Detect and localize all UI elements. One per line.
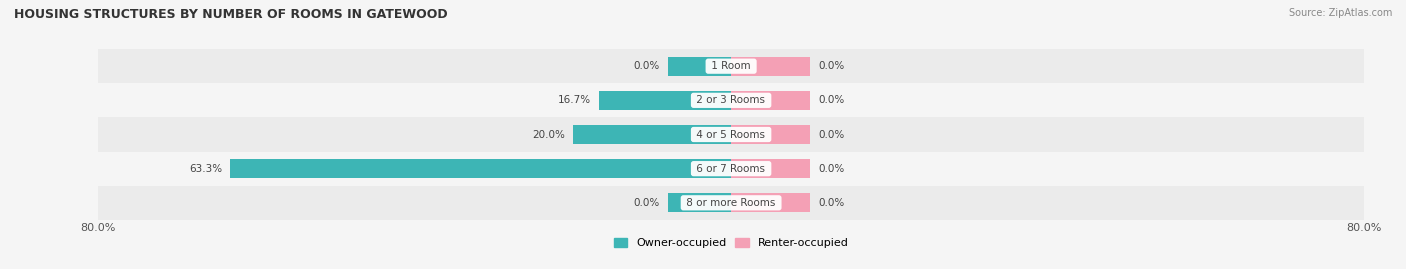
Text: 0.0%: 0.0% (818, 61, 845, 71)
Bar (731, 159, 810, 178)
Text: 1 Room: 1 Room (709, 61, 754, 71)
Bar (599, 91, 731, 110)
Bar (98, 186, 1364, 220)
Text: 63.3%: 63.3% (190, 164, 222, 174)
Bar (98, 151, 1364, 186)
Text: 0.0%: 0.0% (634, 198, 659, 208)
Bar (231, 159, 731, 178)
Bar (668, 193, 731, 212)
Text: 16.7%: 16.7% (558, 95, 591, 105)
Bar (731, 91, 810, 110)
Bar (98, 118, 1364, 151)
Bar (98, 83, 1364, 118)
Bar (731, 193, 810, 212)
Bar (731, 125, 810, 144)
Text: 0.0%: 0.0% (818, 129, 845, 140)
Bar (574, 125, 731, 144)
Text: 0.0%: 0.0% (818, 95, 845, 105)
Text: 0.0%: 0.0% (818, 198, 845, 208)
Text: HOUSING STRUCTURES BY NUMBER OF ROOMS IN GATEWOOD: HOUSING STRUCTURES BY NUMBER OF ROOMS IN… (14, 8, 447, 21)
Text: 6 or 7 Rooms: 6 or 7 Rooms (693, 164, 769, 174)
Legend: Owner-occupied, Renter-occupied: Owner-occupied, Renter-occupied (609, 233, 853, 253)
Bar (98, 49, 1364, 83)
Bar (668, 57, 731, 76)
Text: 4 or 5 Rooms: 4 or 5 Rooms (693, 129, 769, 140)
Text: 2 or 3 Rooms: 2 or 3 Rooms (693, 95, 769, 105)
Text: 0.0%: 0.0% (818, 164, 845, 174)
Text: 20.0%: 20.0% (531, 129, 565, 140)
Text: Source: ZipAtlas.com: Source: ZipAtlas.com (1288, 8, 1392, 18)
Bar (731, 57, 810, 76)
Text: 8 or more Rooms: 8 or more Rooms (683, 198, 779, 208)
Text: 0.0%: 0.0% (634, 61, 659, 71)
